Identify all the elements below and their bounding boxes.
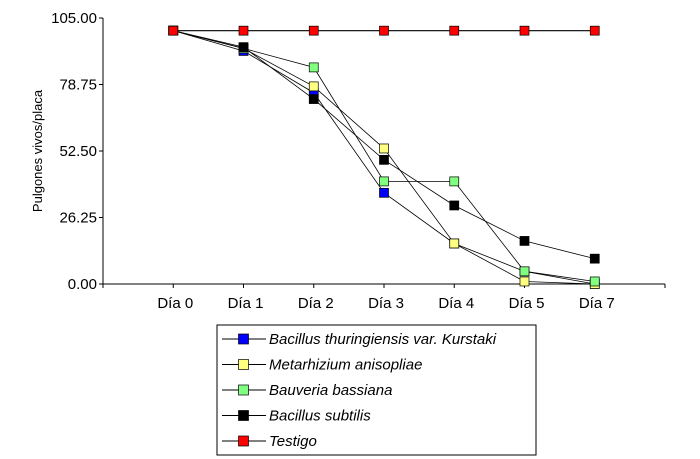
data-point: [379, 25, 389, 36]
y-tick-label: 52.50: [59, 143, 97, 160]
legend-marker: [238, 384, 249, 396]
legend-label: Bauveria bassiana: [269, 382, 392, 399]
x-tick-label: Día 4: [438, 295, 474, 312]
legend-marker: [238, 410, 249, 421]
x-tick-label: Día 7: [579, 295, 615, 312]
data-point: [449, 176, 460, 187]
data-point: [238, 42, 249, 52]
y-tick-label: 26.25: [59, 210, 97, 227]
y-tick-label: 78.75: [59, 77, 97, 94]
data-point: [519, 276, 530, 287]
legend-box: [216, 324, 537, 456]
data-point: [308, 25, 319, 36]
legend-marker: [238, 359, 249, 370]
legend-marker: [238, 435, 249, 447]
data-point: [449, 25, 460, 36]
data-point: [519, 236, 530, 246]
x-tick-label: Día 5: [509, 295, 545, 312]
data-point: [238, 25, 249, 36]
data-point: [449, 200, 460, 211]
data-point: [308, 81, 319, 92]
x-tick-label: Día 3: [368, 295, 404, 312]
legend-label: Testigo: [269, 433, 317, 450]
legend-label: Bacillus subtilis: [269, 408, 371, 425]
data-point: [308, 94, 319, 104]
y-tick-label: 0.00: [68, 276, 97, 293]
data-point: [519, 25, 530, 36]
data-point: [379, 187, 389, 198]
legend: Bacillus thuringiensis var. Kurstaki Meta…: [216, 324, 537, 456]
data-point: [308, 62, 319, 73]
y-tick-label: 105.00: [51, 10, 97, 27]
data-point: [379, 143, 389, 154]
data-point: [589, 25, 600, 36]
legend-label: Bacillus thuringiensis var. Kurstaki: [269, 331, 497, 348]
legend-label: Metarhizium anisopliae: [269, 357, 422, 374]
y-axis-label: Pulgones vivos/placa: [30, 89, 45, 212]
data-point: [168, 25, 179, 36]
data-point: [589, 276, 600, 287]
data-point: [379, 155, 389, 165]
data-point: [379, 176, 389, 187]
data-point: [589, 253, 600, 264]
data-point: [519, 266, 530, 277]
x-tick-label: Día 0: [157, 295, 193, 312]
data-point: [449, 238, 460, 249]
x-tick-label: Día 1: [228, 295, 264, 312]
x-tick-label: Día 2: [298, 295, 334, 312]
legend-marker: [238, 333, 249, 345]
